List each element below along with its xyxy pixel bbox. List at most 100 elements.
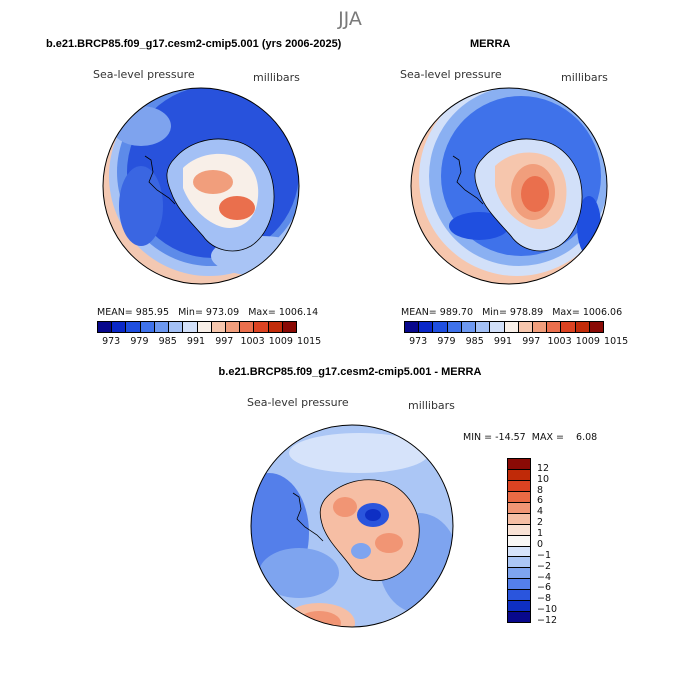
panel1-colorbar-tick-label: 979 <box>130 336 149 347</box>
panel1-colorbar <box>97 321 297 333</box>
panel3-colorbar-tick-label: 2 <box>537 517 544 529</box>
panel2-stats: MEAN= 989.70 Min= 978.89 Max= 1006.06 <box>401 307 623 318</box>
panel3-colorbar-tick-label: 6 <box>537 495 544 507</box>
panel1-colorbar-swatch <box>282 322 297 332</box>
panel1-title: b.e21.BRCP85.f09_g17.cesm2-cmip5.001 (yr… <box>46 38 342 50</box>
panel2-colorbar-swatch <box>405 322 420 332</box>
panel3-colorbar-tick-label: −12 <box>537 615 558 626</box>
panel2-colorbar-tick-label: 979 <box>437 336 456 347</box>
panel2-title: MERRA <box>470 38 511 50</box>
panel2-colorbar-swatch <box>589 322 604 332</box>
panel1-colorbar-swatch <box>140 322 155 332</box>
panel3-colorbar-tick-label: −10 <box>537 604 558 616</box>
panel2-colorbar-tick-label: 997 <box>522 336 541 347</box>
panel3-variable: Sea-level pressure <box>247 396 349 409</box>
panel1-colorbar-ticks: 973 979 985 991 997 1003 1009 1015 <box>97 336 321 348</box>
panel1-colorbar-tick-label: 997 <box>215 336 234 347</box>
panel3-colorbar-tick-label: 0 <box>537 538 544 550</box>
panel3-title: b.e21.BRCP85.f09_g17.cesm2-cmip5.001 - M… <box>218 366 482 378</box>
panel3-low-core <box>365 509 381 521</box>
panel3-colorbar-tick-label: −2 <box>537 560 552 572</box>
panel2-map <box>410 87 608 285</box>
panel3-colorbar-tick-label: −6 <box>537 582 552 594</box>
panel3-units: millibars <box>408 399 455 412</box>
panel3-colorbar-swatch <box>508 513 530 525</box>
panel3-colorbar <box>507 458 531 623</box>
panel2-colorbar-tick-label: 1003 <box>547 336 572 347</box>
panel3-low-south <box>351 543 371 559</box>
panel2-units: millibars <box>561 71 608 84</box>
panel3-colorbar-swatch <box>508 535 530 547</box>
panel2-colorbar-tick-label: 991 <box>493 336 513 347</box>
panel1-map <box>102 87 300 285</box>
panel3-colorbar-tick-label: −8 <box>537 593 552 605</box>
panel3-colorbar-tick-label: −4 <box>537 571 552 583</box>
panel2-colorbar-swatch <box>518 322 533 332</box>
panel2-colorbar-swatch <box>547 322 562 332</box>
panel1-colorbar-swatch <box>169 322 184 332</box>
panel3-high-west <box>333 497 357 517</box>
panel2-colorbar-swatch <box>476 322 491 332</box>
panel3-peninsula <box>292 492 324 542</box>
panel3-colorbar-swatch <box>508 502 530 514</box>
panel2-colorbar-tick-label: 1015 <box>604 336 629 347</box>
panel2-colorbar-swatch <box>433 322 448 332</box>
panel1-west-lobe <box>119 166 163 246</box>
panel1-colorbar-tick-label: 973 <box>102 336 121 347</box>
panel3-colorbar-tick-label: 12 <box>537 462 550 474</box>
panel1-colorbar-swatch <box>254 322 269 332</box>
panel1-colorbar-swatch <box>211 322 226 332</box>
panel1-map-border <box>102 87 300 285</box>
panel2-peninsula <box>452 155 484 205</box>
panel2-variable: Sea-level pressure <box>400 68 502 81</box>
panel2-colorbar-ticks: 973 979 985 991 997 1003 1009 1015 <box>404 336 628 348</box>
panel3-colorbar-swatch <box>508 568 530 580</box>
panel3-colorbar-tick-label: 4 <box>537 506 544 518</box>
panel1-colorbar-tick-label: 1015 <box>297 336 322 347</box>
panel1-colorbar-swatch <box>225 322 241 332</box>
panel2-colorbar-swatch <box>561 322 576 332</box>
panel3-colorbar-tick-label: 10 <box>537 473 550 485</box>
panel2-colorbar-tick-label: 1009 <box>575 336 600 347</box>
panel3-colorbar-tick-label: −1 <box>537 549 552 561</box>
panel1-stats: MEAN= 985.95 Min= 973.09 Max= 1006.14 <box>97 307 319 318</box>
panel3-colorbar-swatch <box>508 557 530 569</box>
panel2-map-border <box>410 87 608 285</box>
panel2-colorbar-swatch <box>419 322 434 332</box>
panel1-colorbar-tick-label: 985 <box>158 336 177 347</box>
panel1-colorbar-swatch <box>240 322 255 332</box>
panel1-variable: Sea-level pressure <box>93 68 195 81</box>
panel1-colorbar-swatch <box>197 322 212 332</box>
panel2-colorbar-tick-label: 973 <box>409 336 428 347</box>
panel1-colorbar-tick-label: 1009 <box>268 336 293 347</box>
panel2-colorbar-swatch <box>532 322 548 332</box>
panel1-colorbar-tick-label: 991 <box>186 336 206 347</box>
panel3-colorbar-swatch <box>508 612 530 623</box>
panel1-colorbar-swatch <box>154 322 170 332</box>
panel1-nw-light <box>111 106 171 146</box>
panel3-colorbar-swatch <box>508 590 530 602</box>
panel3-colorbar-swatch <box>508 491 530 503</box>
panel1-high-east <box>219 196 255 220</box>
panel3-sw-low <box>259 548 339 598</box>
panel2-colorbar-tick-label: 985 <box>465 336 484 347</box>
panel3-map-border <box>250 424 454 628</box>
panel2-low-sw <box>449 212 509 240</box>
panel3-north-pale <box>289 433 429 473</box>
panel3-map <box>250 424 454 628</box>
panel2-colorbar-swatch <box>461 322 477 332</box>
panel2-colorbar-swatch <box>575 322 590 332</box>
panel2-colorbar-swatch <box>490 322 505 332</box>
panel2-colorbar <box>404 321 604 333</box>
panel1-high-center <box>193 170 233 194</box>
panel1-units: millibars <box>253 71 300 84</box>
season-title: JJA <box>338 8 362 30</box>
panel3-colorbar-swatch <box>508 524 530 536</box>
panel2-colorbar-swatch <box>504 322 519 332</box>
panel1-peninsula <box>144 155 176 205</box>
panel2-colorbar-swatch <box>447 322 462 332</box>
panel3-colorbar-ticks: 12 10 8 6 4 2 1 0 −1 −2 −4 −6 −8 −10 −12 <box>537 458 577 626</box>
panel1-colorbar-swatch <box>183 322 198 332</box>
panel1-colorbar-swatch <box>268 322 283 332</box>
panel1-colorbar-swatch <box>98 322 113 332</box>
